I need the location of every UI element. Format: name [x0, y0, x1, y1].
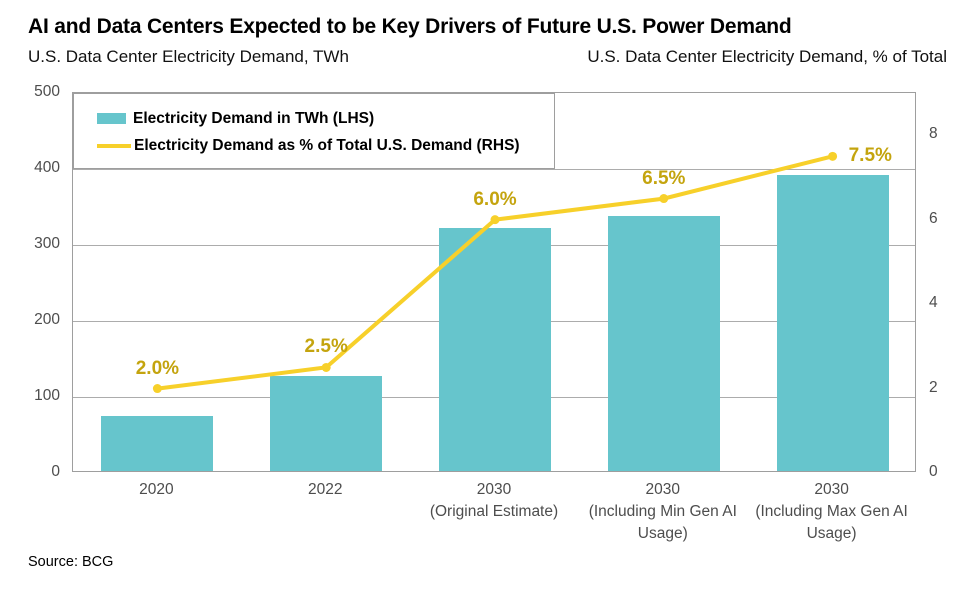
- legend: Electricity Demand in TWh (LHS) Electric…: [73, 93, 555, 169]
- bar: [607, 216, 720, 471]
- category-label: 2030 (Including Max Gen AI Usage): [755, 481, 908, 542]
- left-tick-label: 400: [34, 159, 60, 176]
- category-label: 2030 (Original Estimate): [429, 481, 559, 520]
- left-tick-label: 200: [34, 311, 60, 328]
- category-label: 2030 (Including Min Gen AI Usage): [588, 481, 737, 542]
- legend-line-label: Electricity Demand as % of Total U.S. De…: [134, 136, 520, 154]
- line-marker-icon: [490, 215, 500, 225]
- line-marker-icon: [152, 384, 162, 394]
- right-axis-subtitle: U.S. Data Center Electricity Demand, % o…: [587, 47, 947, 66]
- line-marker-icon: [659, 194, 669, 204]
- bar: [439, 227, 551, 471]
- category-label: 2022: [307, 481, 343, 498]
- right-tick-label: 4: [929, 294, 938, 312]
- right-tick-label: 2: [929, 378, 938, 396]
- left-tick-label: 0: [51, 463, 60, 480]
- legend-item-line: Electricity Demand as % of Total U.S. De…: [97, 132, 554, 159]
- source-note: Source: BCG: [28, 554, 114, 570]
- point-label: 6.0%: [473, 188, 517, 210]
- left-tick-label: 500: [34, 83, 60, 100]
- category-axis: 2020 2022 2030 (Original Estimate) 2030 (Incl…: [72, 479, 916, 545]
- point-label: 2.5%: [304, 336, 348, 358]
- bar: [101, 416, 214, 471]
- bar: [776, 174, 889, 471]
- line-swatch-icon: [97, 141, 131, 150]
- right-tick-label: 0: [929, 463, 938, 480]
- bar-swatch-icon: [97, 113, 126, 124]
- right-tick-label: 8: [929, 125, 938, 143]
- chart-title: AI and Data Centers Expected to be Key D…: [28, 15, 792, 38]
- gridline: [73, 169, 915, 170]
- line-marker-icon: [828, 151, 838, 161]
- right-tick-label: 6: [929, 209, 938, 227]
- plot-area: 2.0% 2.5% 6.0% 6.5% 7.5% Electricity Demand …: [72, 92, 916, 472]
- legend-bar-label: Electricity Demand in TWh (LHS): [133, 109, 375, 127]
- left-axis-subtitle: U.S. Data Center Electricity Demand, TWh: [28, 47, 349, 66]
- point-label: 7.5%: [848, 145, 892, 167]
- legend-item-bars: Electricity Demand in TWh (LHS): [97, 105, 554, 132]
- left-tick-label: 100: [34, 387, 60, 404]
- point-label: 2.0%: [135, 357, 180, 379]
- line-marker-icon: [110, 141, 119, 150]
- line-marker-icon: [321, 362, 331, 372]
- line-series: [152, 151, 838, 394]
- point-label: 6.5%: [642, 167, 686, 189]
- category-label: 2020: [139, 481, 174, 498]
- left-tick-label: 300: [34, 235, 60, 252]
- bar: [270, 376, 383, 471]
